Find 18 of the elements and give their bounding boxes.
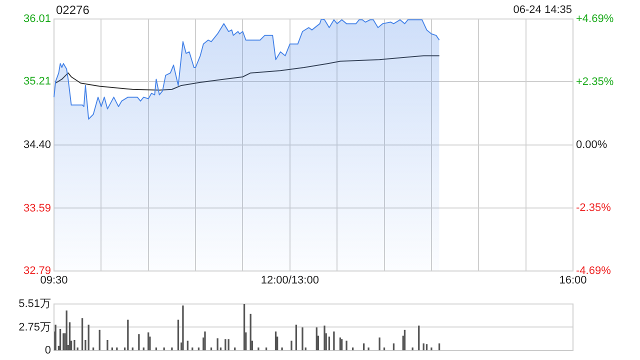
- y-tick-label: 0: [44, 344, 51, 356]
- y-tick-label: 34.40: [23, 138, 51, 151]
- x-tick-label: 12:00/13:00: [260, 274, 319, 286]
- y2-tick-label: -2.35%: [576, 202, 612, 214]
- y2-tick-label: 0.00%: [576, 138, 608, 151]
- x-tick-label: 09:30: [40, 274, 68, 286]
- y2-tick-label: +2.35%: [576, 76, 614, 88]
- y-tick-label: 35.21: [23, 76, 51, 88]
- y-tick-label: 5.51万: [18, 298, 51, 310]
- y-tick-label: 33.59: [23, 202, 51, 214]
- y-tick-label: 32.79: [23, 264, 51, 277]
- y-tick-label: 2.75万: [18, 321, 51, 334]
- text: 06-24 14:35: [513, 4, 572, 16]
- y-tick-label: 36.01: [23, 13, 51, 26]
- y2-tick-label: +4.69%: [576, 13, 614, 26]
- x-tick-label: 16:00: [559, 274, 587, 286]
- y2-tick-label: -4.69%: [576, 264, 612, 277]
- chart-title: 02276: [56, 3, 90, 17]
